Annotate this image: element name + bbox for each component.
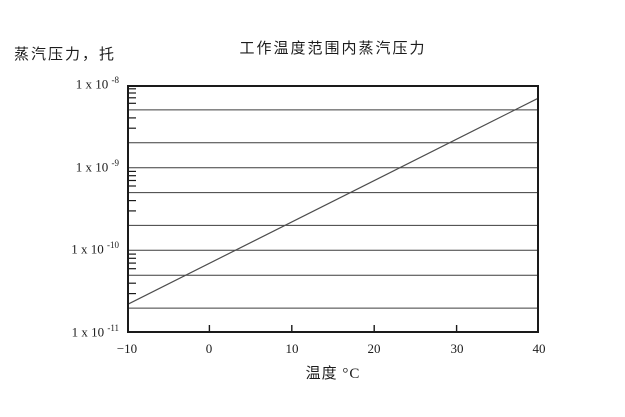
y-axis-title: 蒸汽压力，托 [14,47,117,63]
x-tick-label: 0 [205,341,213,356]
x-tick-label: 10 [285,341,299,356]
y-tick-label: 1 x 10 -8 [75,75,119,92]
x-axis-title: 温度 °C [305,366,361,382]
y-tick-label: 1 x 10 -9 [75,158,119,175]
plot-border [127,85,539,333]
x-tick-label: 20 [367,341,381,356]
plot-area [127,85,539,333]
x-tick-label: 30 [450,341,464,356]
pressure-line [127,97,539,306]
y-tick-label: 1 x 10 -11 [71,323,119,340]
y-tick-label: 1 x 10 -10 [71,240,119,257]
chart-title: 工作温度范围内蒸汽压力 [239,41,427,57]
x-tick-label: 40 [532,341,546,356]
x-tick-label: −10 [116,341,138,356]
